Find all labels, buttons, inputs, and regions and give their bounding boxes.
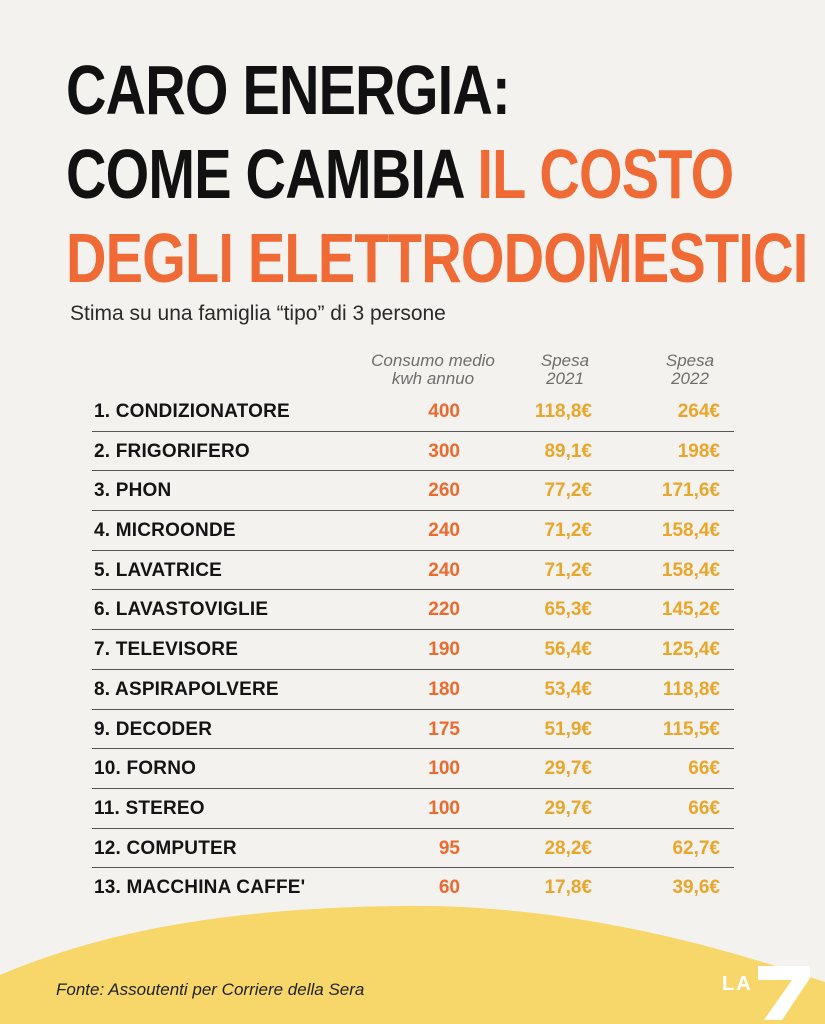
logo-seven-shape: [758, 966, 810, 1020]
column-header-kwh-line2: kwh annuo: [391, 369, 475, 388]
source-caption: Fonte: Assoutenti per Corriere della Ser…: [56, 980, 365, 999]
column-header-2021-line1: Spesa: [540, 351, 590, 370]
column-header-2021-line2: 2021: [546, 369, 584, 388]
decorative-wave: [0, 905, 825, 1024]
table-row: 1. CONDIZIONATORE 400 118,8€ 264€: [92, 392, 734, 432]
spesa-2021-value: 89,1€: [544, 440, 592, 462]
spesa-2021-value: 53,4€: [544, 678, 592, 700]
table-row: 6. LAVASTOVIGLIE 220 65,3€ 145,2€: [92, 590, 734, 631]
spesa-2022-value: 125,4€: [661, 639, 720, 661]
spesa-2021-value: 77,2€: [544, 480, 592, 502]
la7-logo: LA: [722, 966, 810, 1020]
spesa-2022-value: 158,4€: [661, 520, 720, 542]
appliance-name: 1. CONDIZIONATORE: [94, 401, 290, 422]
appliance-name: 8. ASPIRAPOLVERE: [94, 678, 279, 700]
table-row: 3. PHON 260 77,2€ 171,6€: [92, 471, 734, 512]
table-row: 4. MICROONDE 240 71,2€ 158,4€: [92, 511, 734, 551]
appliance-name: 6. LAVASTOVIGLIE: [94, 599, 269, 621]
appliance-name: 7. TELEVISORE: [94, 639, 239, 661]
spesa-2022-value: 115,5€: [662, 718, 720, 740]
kwh-value: 220: [428, 599, 460, 621]
table-row: 2. FRIGORIFERO 300 89,1€ 198€: [92, 432, 734, 472]
spesa-2022-value: 39,6€: [672, 877, 720, 899]
kwh-value: 180: [428, 678, 460, 700]
spesa-2022-value: 158,4€: [661, 559, 720, 581]
spesa-2021-value: 56,4€: [544, 639, 592, 661]
spesa-2022-value: 264€: [677, 401, 720, 422]
page-title: CARO ENERGIA: COME CAMBIA IL COSTO DEGLI…: [66, 48, 808, 300]
spesa-2021-value: 17,8€: [544, 877, 592, 899]
column-header-2022-line2: 2022: [671, 369, 709, 388]
spesa-2021-value: 51,9€: [544, 718, 592, 740]
spesa-2022-value: 171,6€: [661, 480, 720, 502]
appliance-name: 5. LAVATRICE: [94, 559, 223, 581]
appliance-name: 9. DECODER: [94, 718, 213, 740]
table-row: 10. FORNO 100 29,7€ 66€: [92, 749, 734, 789]
column-header-spesa-2021: Spesa 2021: [520, 352, 610, 388]
spesa-2021-value: 71,2€: [544, 559, 592, 581]
title-line-2b: IL COSTO: [477, 135, 734, 213]
appliance-name: 12. COMPUTER: [94, 837, 237, 859]
appliance-name: 10. FORNO: [94, 758, 197, 780]
table-row: 8. ASPIRAPOLVERE 180 53,4€ 118,8€: [92, 670, 734, 710]
kwh-value: 260: [428, 480, 460, 502]
kwh-value: 400: [428, 401, 460, 422]
spesa-2021-value: 29,7€: [544, 797, 592, 819]
table-row: 5. LAVATRICE 240 71,2€ 158,4€: [92, 551, 734, 591]
title-line-1: CARO ENERGIA:: [66, 51, 511, 129]
kwh-value: 95: [438, 837, 460, 859]
kwh-value: 100: [428, 797, 460, 819]
table-row: 11. STEREO 100 29,7€ 66€: [92, 789, 734, 829]
spesa-2022-value: 66€: [688, 797, 720, 819]
kwh-value: 60: [438, 877, 460, 899]
spesa-2022-value: 118,8€: [662, 678, 720, 700]
spesa-2021-value: 118,8€: [534, 401, 592, 422]
logo-la-text: LA: [722, 973, 753, 995]
table-row: 9. DECODER 175 51,9€ 115,5€: [92, 710, 734, 750]
table-row: 12. COMPUTER 95 28,2€ 62,7€: [92, 829, 734, 869]
column-header-2022-line1: Spesa: [665, 351, 715, 370]
title-line-2: COME CAMBIA IL COSTO: [66, 132, 808, 216]
spesa-2021-value: 65,3€: [544, 599, 592, 621]
table-row: 13. MACCHINA CAFFE' 60 17,8€ 39,6€: [92, 868, 734, 908]
kwh-value: 190: [428, 639, 460, 661]
column-header-kwh-line1: Consumo medio: [371, 351, 495, 370]
appliance-name: 2. FRIGORIFERO: [94, 440, 250, 462]
subtitle: Stima su una famiglia “tipo” di 3 person…: [70, 302, 446, 325]
column-header-spesa-2022: Spesa 2022: [645, 352, 735, 388]
appliance-name: 11. STEREO: [94, 797, 205, 819]
spesa-2021-value: 71,2€: [544, 520, 592, 542]
appliance-name: 3. PHON: [94, 480, 172, 502]
spesa-2021-value: 29,7€: [544, 758, 592, 780]
appliance-name: 4. MICROONDE: [94, 520, 236, 542]
column-header-kwh: Consumo medio kwh annuo: [353, 352, 513, 388]
appliance-table: 1. CONDIZIONATORE 400 118,8€ 264€ 2. FRIGORI…: [92, 392, 734, 908]
spesa-2022-value: 62,7€: [672, 837, 720, 859]
spesa-2022-value: 66€: [688, 758, 720, 780]
spesa-2022-value: 198€: [677, 440, 720, 462]
table-row: 7. TELEVISORE 190 56,4€ 125,4€: [92, 630, 734, 670]
spesa-2021-value: 28,2€: [544, 837, 592, 859]
wave-shape: [0, 905, 825, 1024]
spesa-2022-value: 145,2€: [661, 599, 720, 621]
kwh-value: 175: [428, 718, 460, 740]
title-line-3: DEGLI ELETTRODOMESTICI: [66, 219, 808, 297]
appliance-name: 13. MACCHINA CAFFE': [94, 877, 306, 899]
kwh-value: 100: [428, 758, 460, 780]
kwh-value: 240: [428, 520, 460, 542]
kwh-value: 300: [428, 440, 460, 462]
kwh-value: 240: [428, 559, 460, 581]
title-line-2a: COME CAMBIA: [66, 135, 463, 213]
